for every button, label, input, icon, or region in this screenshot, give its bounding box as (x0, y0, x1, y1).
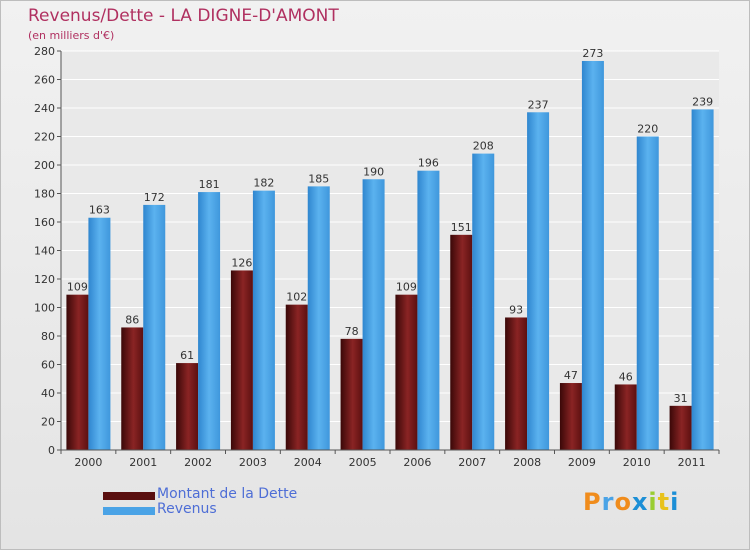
bar-dette-2000 (66, 294, 89, 450)
y-tick-label: 60 (41, 359, 55, 372)
bar-dette-2002 (176, 363, 199, 450)
data-label-dette-2011: 31 (674, 392, 688, 405)
x-tick-label: 2011 (678, 456, 706, 469)
y-tick-label: 80 (41, 330, 55, 343)
data-label-revenus-2010: 220 (637, 123, 658, 136)
x-tick-label: 2002 (184, 456, 212, 469)
chart-title: Revenus/Dette - LA DIGNE-D'AMONT (28, 6, 339, 26)
y-tick-label: 140 (34, 245, 55, 258)
data-label-revenus-2009: 273 (582, 47, 603, 60)
legend-label-dette: Montant de la Dette (157, 486, 298, 502)
y-tick-label: 40 (41, 387, 55, 400)
data-label-dette-2000: 109 (67, 281, 88, 294)
logo-letter: P (583, 488, 602, 516)
data-label-revenus-2006: 196 (418, 157, 439, 170)
x-tick-label: 2005 (349, 456, 377, 469)
bar-revenus-2006 (417, 170, 440, 450)
x-tick-label: 2001 (129, 456, 157, 469)
y-tick-label: 0 (48, 444, 55, 457)
bar-dette-2005 (340, 338, 363, 450)
legend-swatch-revenus (103, 507, 155, 515)
y-tick-label: 260 (34, 74, 55, 87)
data-label-revenus-2008: 237 (528, 98, 549, 111)
bar-dette-2001 (121, 327, 144, 450)
logo-letter: i (670, 488, 680, 516)
logo-letter: x (631, 488, 649, 516)
data-label-revenus-2005: 190 (363, 165, 384, 178)
bar-revenus-2009 (581, 60, 604, 450)
data-label-dette-2009: 47 (564, 369, 578, 382)
bar-revenus-2011 (691, 109, 714, 451)
bar-revenus-2004 (307, 186, 330, 450)
bar-revenus-2001 (143, 204, 166, 450)
x-tick-label: 2006 (403, 456, 431, 469)
x-tick-label: 2009 (568, 456, 596, 469)
bar-dette-2006 (395, 294, 418, 450)
bar-dette-2004 (285, 304, 308, 450)
bar-dette-2011 (669, 405, 692, 450)
data-label-dette-2004: 102 (286, 291, 307, 304)
data-label-revenus-2007: 208 (473, 140, 494, 153)
y-tick-label: 220 (34, 131, 55, 144)
y-tick-label: 240 (34, 102, 55, 115)
bar-revenus-2008 (527, 112, 550, 451)
data-label-revenus-2003: 182 (253, 177, 274, 190)
x-tick-label: 2008 (513, 456, 541, 469)
bar-dette-2007 (450, 234, 473, 450)
data-label-revenus-2011: 239 (692, 95, 713, 108)
y-tick-label: 200 (34, 159, 55, 172)
data-label-dette-2001: 86 (125, 313, 139, 326)
data-label-dette-2010: 46 (619, 370, 633, 383)
y-tick-label: 100 (34, 302, 55, 315)
data-label-revenus-2001: 172 (144, 191, 165, 204)
data-label-revenus-2000: 163 (89, 204, 110, 217)
bar-revenus-2010 (636, 136, 659, 450)
logo-letter: r (601, 488, 615, 516)
x-tick-label: 2007 (458, 456, 486, 469)
y-tick-label: 180 (34, 188, 55, 201)
data-label-revenus-2002: 181 (199, 178, 220, 191)
proxiti-logo: Proxiti (583, 488, 679, 516)
bar-revenus-2003 (252, 190, 275, 450)
data-label-dette-2008: 93 (509, 303, 523, 316)
y-tick-label: 20 (41, 416, 55, 429)
logo-letter: o (614, 488, 632, 516)
x-tick-label: 2000 (74, 456, 102, 469)
data-label-dette-2003: 126 (231, 256, 252, 269)
bar-dette-2008 (505, 317, 528, 450)
data-label-dette-2006: 109 (396, 281, 417, 294)
chart-subtitle: (en milliers d'€) (28, 29, 115, 42)
bar-dette-2010 (614, 384, 637, 450)
legend-label-revenus: Revenus (157, 501, 217, 517)
x-tick-label: 2003 (239, 456, 267, 469)
bar-revenus-2007 (472, 153, 495, 450)
bar-revenus-2000 (88, 217, 111, 450)
data-label-dette-2002: 61 (180, 349, 194, 362)
bar-revenus-2005 (362, 179, 385, 450)
y-tick-label: 160 (34, 216, 55, 229)
bar-dette-2003 (230, 270, 253, 450)
y-tick-label: 280 (34, 45, 55, 58)
x-tick-label: 2004 (294, 456, 322, 469)
logo-letter: t (657, 488, 671, 516)
bar-revenus-2002 (198, 192, 221, 450)
data-label-revenus-2004: 185 (308, 172, 329, 185)
y-tick-label: 120 (34, 273, 55, 286)
logo-letter: i (648, 488, 658, 516)
bar-dette-2009 (559, 383, 582, 450)
data-label-dette-2007: 151 (451, 221, 472, 234)
legend-swatch-dette (103, 492, 155, 500)
x-tick-label: 2010 (623, 456, 651, 469)
data-label-dette-2005: 78 (345, 325, 359, 338)
